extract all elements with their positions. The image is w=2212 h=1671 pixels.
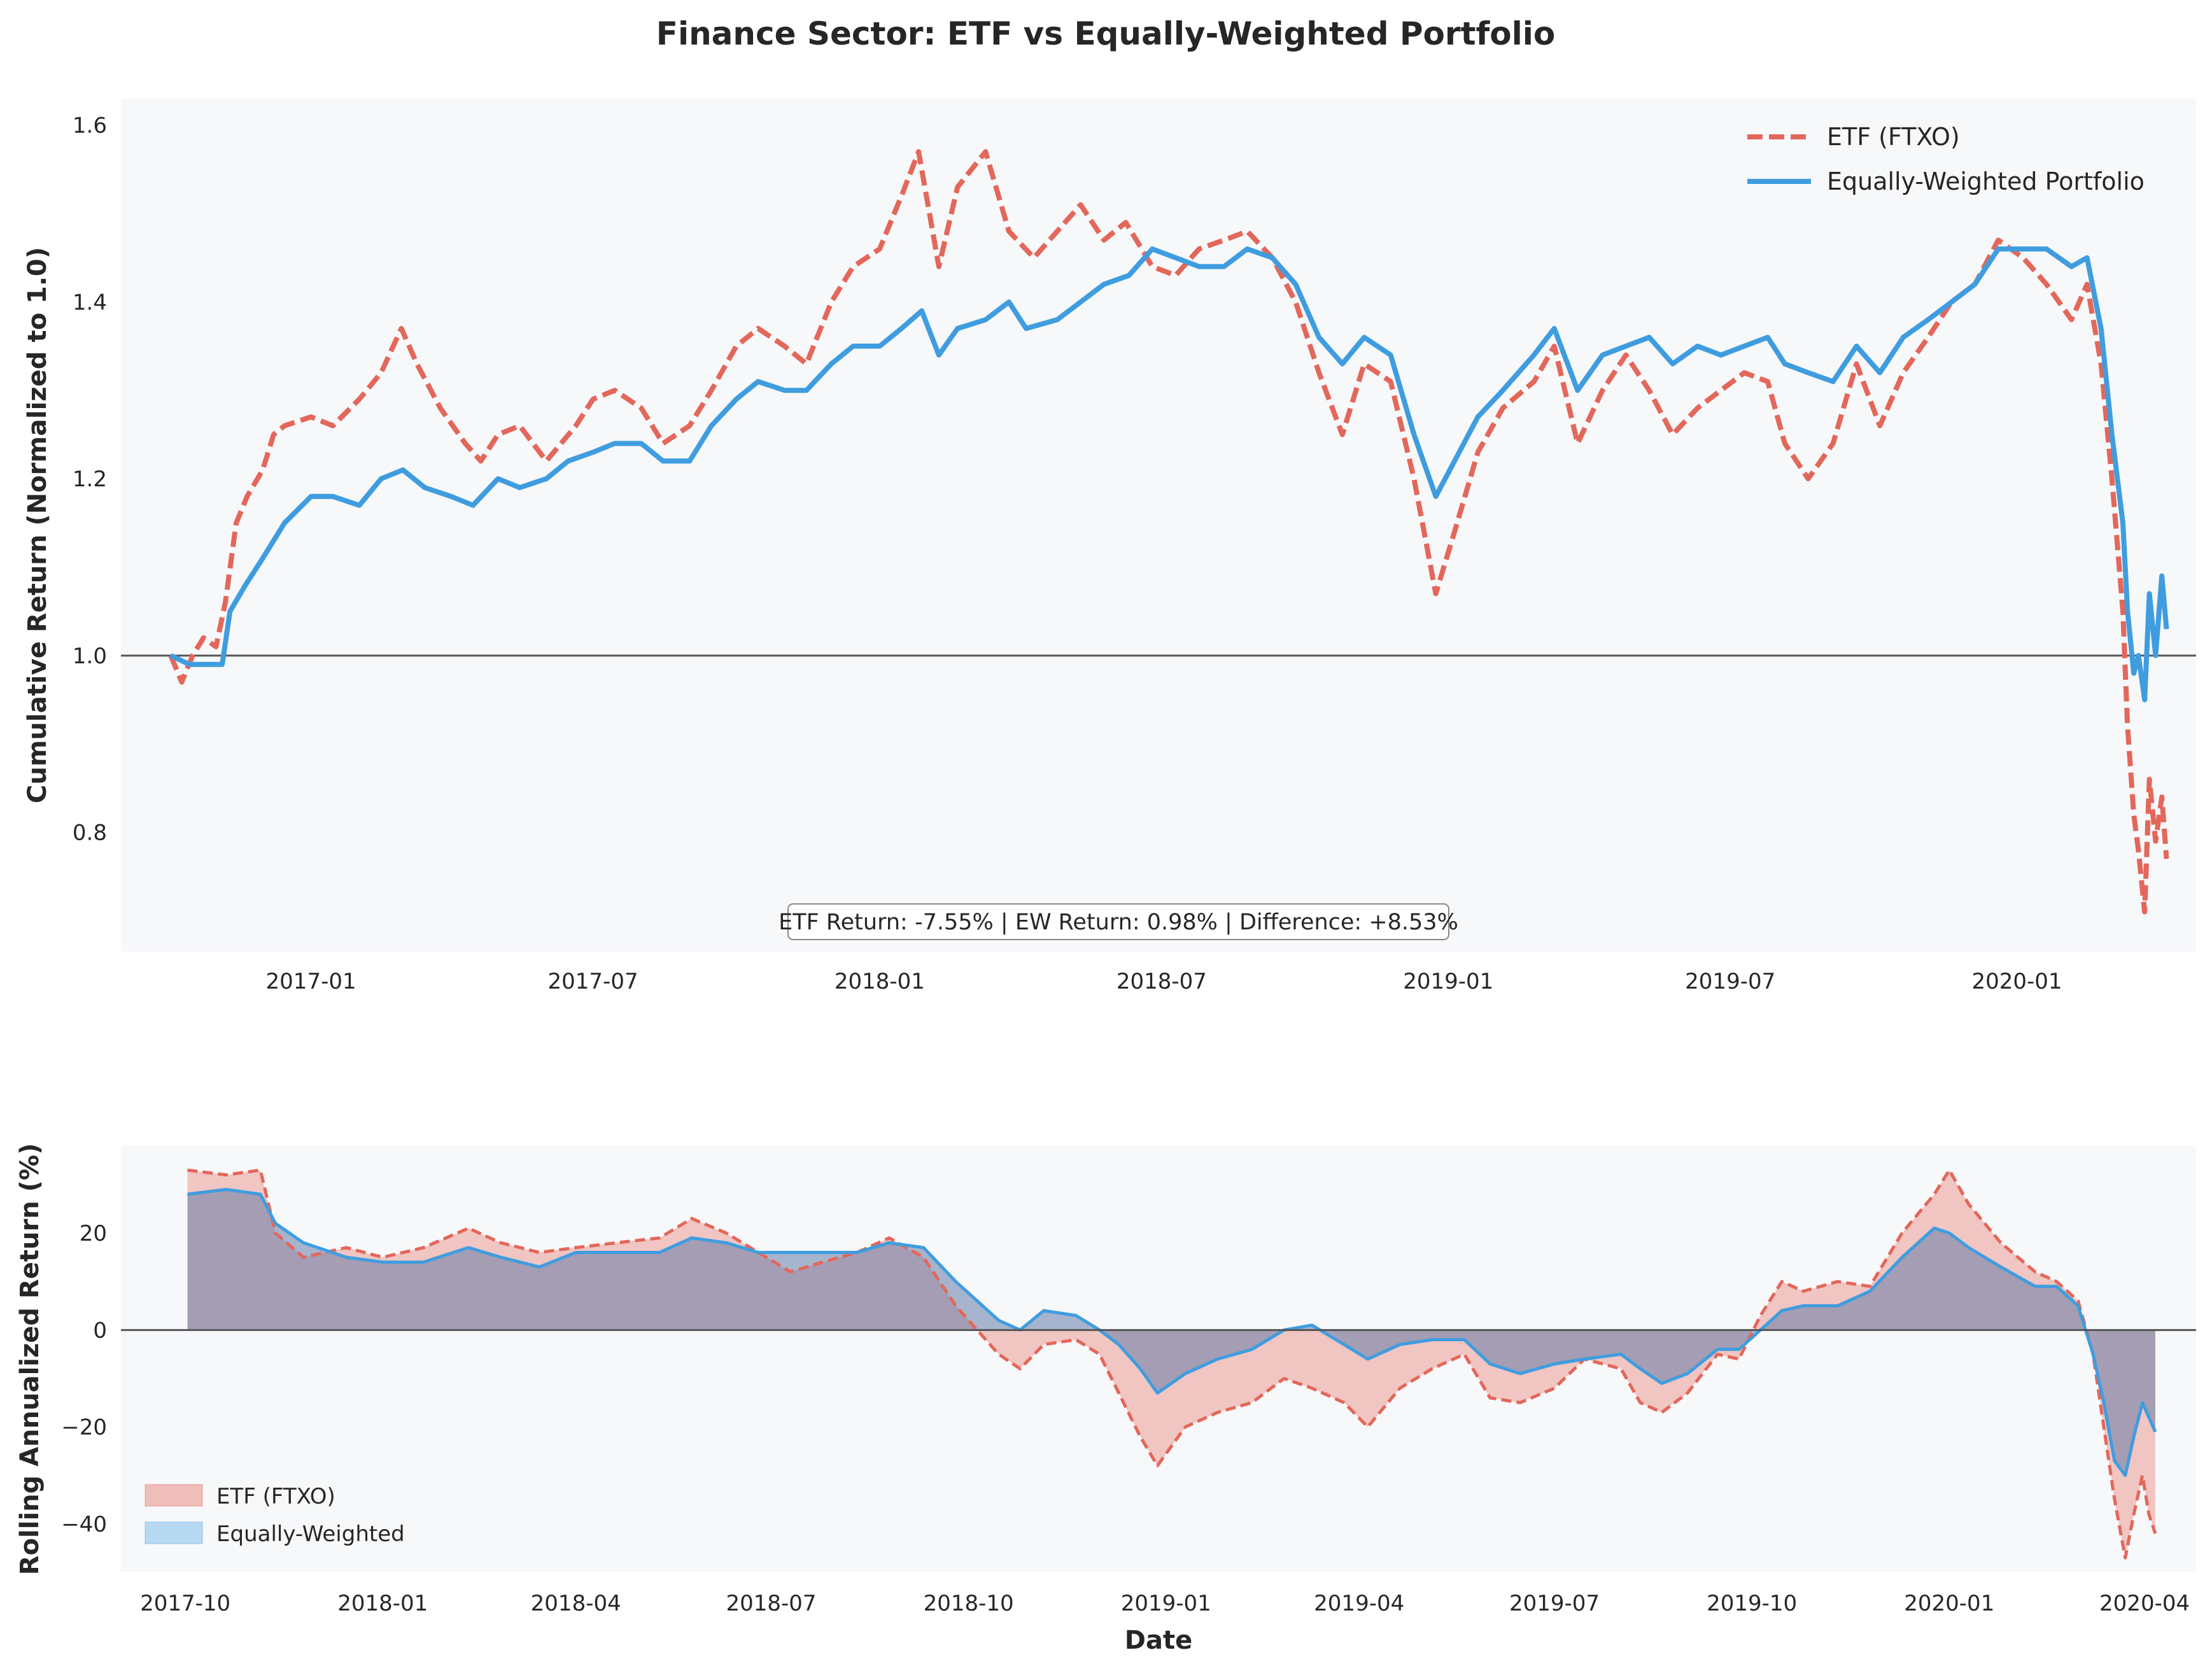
x-tick-label: 2018-01 [337, 1591, 428, 1616]
rolling-return-panel: 2017-10 2018-01 2018-04 2018-07 2018-10 2019-… [15, 1143, 2196, 1655]
cumulative-return-series [168, 149, 2169, 915]
legend-ew-label: Equally-Weighted Portfolio [1827, 167, 2145, 195]
return-summary-box: ETF Return: -7.55% | EW Return: 0.98% | … [778, 903, 1458, 940]
x-tick-label: 2019-10 [1707, 1591, 1797, 1616]
cumulative-return-panel: 2017-01 2017-07 2018-01 2018-07 2019-01 2019-… [23, 99, 2196, 994]
cumulative-return-plot-area [121, 99, 2196, 952]
x-tick-label: 2018-10 [924, 1591, 1014, 1616]
return-summary-text: ETF Return: -7.55% | EW Return: 0.98% | … [778, 910, 1458, 935]
y-tick-label: 1.6 [73, 113, 107, 139]
y-tick-label: 1.0 [73, 644, 107, 669]
x-tick-label: 2020-01 [1972, 969, 2062, 994]
overlap-rolling-area [187, 1189, 2155, 1476]
rolling-return-legend: ETF (FTXO) Equally-Weighted [144, 1484, 405, 1547]
figure-title: Finance Sector: ETF vs Equally-Weighted … [656, 15, 1555, 52]
legend-ew-fill-swatch [144, 1521, 203, 1544]
ew-rolling-line [187, 1188, 2157, 1477]
x-tick-label: 2018-07 [726, 1591, 816, 1616]
rolling-return-series [187, 1168, 2157, 1560]
date-x-axis-label: Date [1125, 1626, 1192, 1655]
y-tick-label: −40 [61, 1512, 107, 1537]
x-tick-label: 2019-01 [1403, 969, 1493, 994]
y-tick-label: 1.4 [73, 290, 107, 315]
cumulative-return-legend: ETF (FTXO) Equally-Weighted Portfolio [1747, 123, 2145, 195]
legend-ew-label: Equally-Weighted [216, 1521, 405, 1547]
y-tick-label: 1.2 [73, 467, 107, 492]
legend-etf-label: ETF (FTXO) [1827, 123, 1960, 151]
x-tick-label: 2017-07 [548, 969, 638, 994]
x-tick-label: 2017-10 [140, 1591, 230, 1616]
etf-rolling-line [187, 1168, 2157, 1560]
x-tick-label: 2017-01 [266, 969, 356, 994]
x-tick-label: 2018-04 [531, 1591, 621, 1616]
x-tick-label: 2019-04 [1314, 1591, 1404, 1616]
return-summary-frame [787, 903, 1449, 940]
ew-rolling-area [187, 1189, 2155, 1476]
rolling-return-plot-area [121, 1146, 2196, 1572]
x-tick-label: 2019-07 [1509, 1591, 1600, 1616]
y-tick-label: 20 [80, 1221, 107, 1246]
x-tick-label: 2020-01 [1904, 1591, 1994, 1616]
x-tick-label: 2018-07 [1117, 969, 1207, 994]
x-tick-label: 2020-04 [2099, 1591, 2190, 1616]
cumulative-return-y-axis-label: Cumulative Return (Normalized to 1.0) [23, 247, 52, 803]
y-tick-label: 0 [93, 1318, 107, 1343]
ew-cumulative-line [169, 246, 2169, 703]
y-tick-label: −20 [61, 1415, 107, 1441]
cumulative-return-ticks: 2017-01 2017-07 2018-01 2018-07 2019-01 2019-… [73, 113, 2062, 994]
rolling-return-ticks: 2017-10 2018-01 2018-04 2018-07 2018-10 2019-… [61, 1221, 2190, 1616]
x-tick-label: 2019-01 [1121, 1591, 1211, 1616]
y-tick-label: 0.8 [73, 821, 107, 846]
legend-etf-label: ETF (FTXO) [216, 1484, 335, 1509]
rolling-return-y-axis-label: Rolling Annualized Return (%) [15, 1143, 45, 1576]
legend-etf-fill-swatch [144, 1484, 203, 1507]
etf-rolling-area [187, 1170, 2155, 1558]
x-tick-label: 2018-01 [835, 969, 925, 994]
x-tick-label: 2019-07 [1685, 969, 1775, 994]
